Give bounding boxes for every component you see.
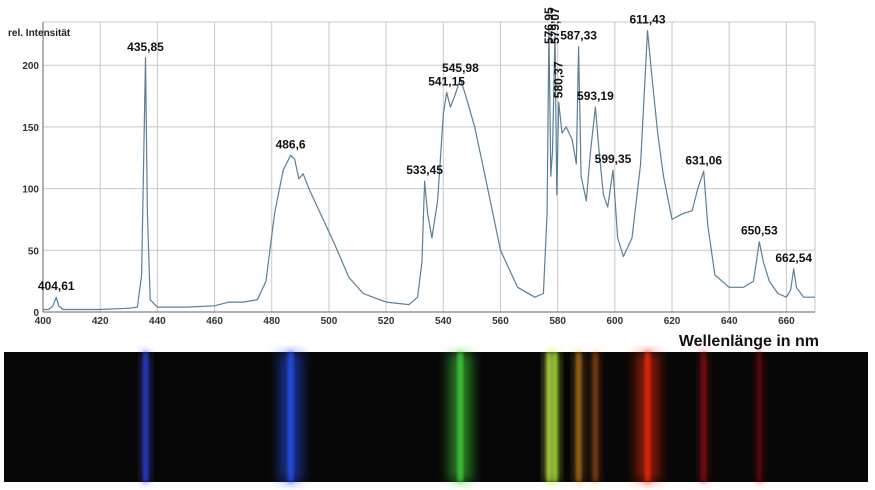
peak-label: 404,61: [38, 279, 75, 293]
spectrum-background: [4, 352, 868, 482]
peak-label: 593,19: [577, 89, 614, 103]
x-tick-label: 420: [92, 316, 109, 327]
peak-label: 545,98: [442, 61, 479, 75]
spectrum-line: [458, 352, 463, 482]
x-tick-label: 540: [435, 316, 452, 327]
tick-labels: 400 420 440 460 480 500 520 540 560 580 600 620 640 6…: [22, 61, 795, 327]
spectrum-series-line: [43, 27, 815, 311]
peak-label: 576,95: [542, 7, 556, 44]
peak-label: 599,35: [595, 152, 632, 166]
y-tick-label: 50: [28, 246, 40, 257]
x-tick-label: 460: [206, 316, 223, 327]
peak-label: 650,53: [741, 224, 778, 238]
x-tick-label: 400: [35, 316, 52, 327]
spectrum-line: [288, 352, 293, 482]
x-tick-label: 520: [378, 316, 395, 327]
x-tick-label: 580: [549, 316, 566, 327]
spectrum-line: [553, 352, 558, 482]
peak-label: 435,85: [127, 40, 164, 54]
peak-label: 662,54: [775, 251, 812, 265]
spectrum-line: [143, 352, 148, 482]
peak-label: 541,15: [428, 74, 465, 88]
grid: [42, 21, 816, 313]
spectrum-line: [701, 352, 706, 482]
y-tick-label: 100: [22, 185, 39, 196]
x-tick-label: 560: [492, 316, 509, 327]
x-tick-label: 480: [263, 316, 280, 327]
y-tick-label: 150: [22, 123, 39, 134]
spectrum-line: [546, 352, 551, 482]
peak-label: 611,43: [629, 13, 665, 27]
x-tick-label: 660: [778, 316, 795, 327]
x-axis-label: Wellenlänge in nm: [679, 333, 819, 350]
y-tick-label: 200: [22, 61, 39, 72]
x-tick-label: 620: [664, 316, 681, 327]
peak-label: 579,07: [548, 7, 562, 44]
axes: [42, 22, 815, 313]
y-axis-label: rel. Intensität: [8, 28, 71, 39]
x-tick-label: 500: [321, 316, 338, 327]
series-layer: [43, 27, 815, 311]
peak-label: 587,33: [560, 29, 597, 43]
x-tick-label: 440: [149, 316, 166, 327]
spectrum-line: [645, 352, 650, 482]
peak-label: 486,6: [276, 137, 306, 151]
emission-spectrum-strip: [4, 352, 868, 482]
x-tick-label: 640: [721, 316, 738, 327]
peak-label: 631,06: [685, 153, 722, 167]
spectrum-lines: [141, 352, 764, 482]
peak-label: 580,37: [552, 61, 566, 98]
spectrum-line: [576, 352, 581, 482]
y-tick-label: 0: [33, 308, 39, 319]
x-tick-label: 600: [607, 316, 624, 327]
spectrum-line: [593, 352, 598, 482]
spectrum-line: [757, 352, 762, 482]
peak-label: 533,45: [406, 163, 443, 177]
